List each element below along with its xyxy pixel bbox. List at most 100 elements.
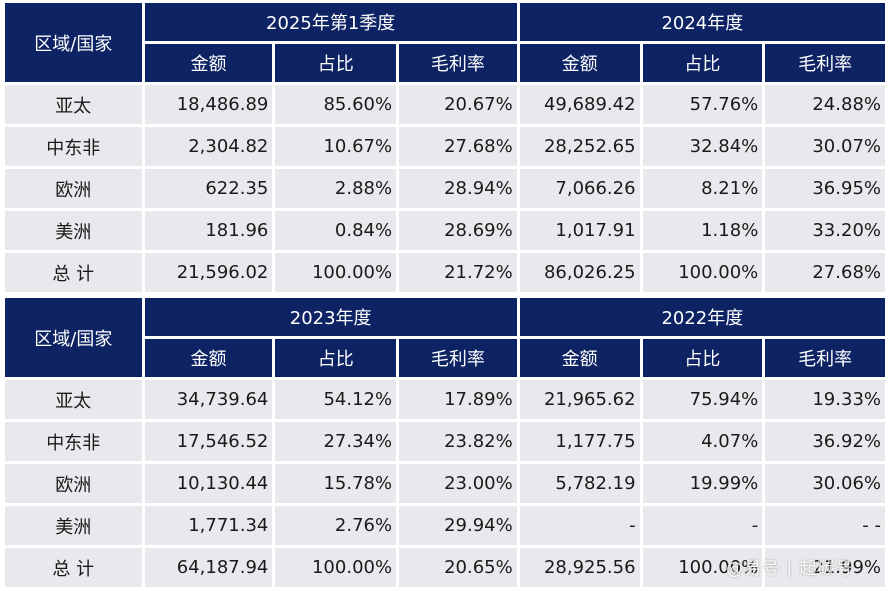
- amount-cell: 21,596.02: [144, 253, 273, 292]
- column-header: 毛利率: [765, 44, 885, 82]
- column-header: 占比: [275, 44, 397, 82]
- share-cell: 1.18%: [642, 211, 763, 250]
- amount-cell: 1,017.91: [519, 211, 640, 250]
- share-cell: 32.84%: [642, 127, 763, 166]
- margin-cell: 27.68%: [399, 127, 517, 166]
- share-cell: 19.99%: [642, 464, 763, 503]
- column-header: 毛利率: [399, 44, 517, 82]
- share-cell: 100.00%: [642, 548, 763, 587]
- amount-cell: 10,130.44: [144, 464, 273, 503]
- region-cell: 中东非: [5, 422, 142, 461]
- amount-cell: 49,689.42: [519, 85, 640, 124]
- region-header: 区域/国家: [5, 298, 142, 377]
- margin-cell: - -: [765, 506, 885, 545]
- amount-cell: 21,965.62: [519, 380, 640, 419]
- column-header: 金额: [519, 44, 640, 82]
- column-header: 金额: [519, 339, 640, 377]
- margin-cell: 30.06%: [765, 464, 885, 503]
- amount-cell: 1,771.34: [144, 506, 273, 545]
- share-cell: 27.34%: [275, 422, 397, 461]
- share-cell: 8.21%: [642, 169, 763, 208]
- share-cell: 100.00%: [275, 253, 397, 292]
- column-header: 占比: [275, 339, 397, 377]
- region-cell: 美洲: [5, 506, 142, 545]
- amount-cell: 17,546.52: [144, 422, 273, 461]
- column-header: 金额: [144, 339, 273, 377]
- region-cell: 美洲: [5, 211, 142, 250]
- table-row: 亚太 34,739.64 54.12% 17.89% 21,965.62 75.…: [5, 380, 885, 419]
- period-header: 2024年度: [519, 3, 885, 41]
- column-header: 毛利率: [765, 339, 885, 377]
- margin-cell: 23.82%: [399, 422, 517, 461]
- period-header: 2023年度: [144, 298, 517, 336]
- share-cell: 0.84%: [275, 211, 397, 250]
- margin-cell: 36.95%: [765, 169, 885, 208]
- amount-cell: 1,177.75: [519, 422, 640, 461]
- margin-cell: 24.88%: [765, 85, 885, 124]
- margin-cell: 36.92%: [765, 422, 885, 461]
- watermark: @易号 | 起碳号: [726, 559, 854, 579]
- share-cell: 4.07%: [642, 422, 763, 461]
- margin-cell: 17.89%: [399, 380, 517, 419]
- column-header: 占比: [642, 44, 763, 82]
- region-cell: 欧洲: [5, 169, 142, 208]
- region-cell: 总 计: [5, 548, 142, 587]
- share-cell: 2.76%: [275, 506, 397, 545]
- share-cell: 75.94%: [642, 380, 763, 419]
- table-row: 美洲 181.96 0.84% 28.69% 1,017.91 1.18% 33…: [5, 211, 885, 250]
- margin-cell: 30.07%: [765, 127, 885, 166]
- share-cell: 100.00%: [642, 253, 763, 292]
- amount-cell: 28,252.65: [519, 127, 640, 166]
- table-row: 中东非 17,546.52 27.34% 23.82% 1,177.75 4.0…: [5, 422, 885, 461]
- table-row: 欧洲 10,130.44 15.78% 23.00% 5,782.19 19.9…: [5, 464, 885, 503]
- region-cell: 中东非: [5, 127, 142, 166]
- amount-cell: 34,739.64: [144, 380, 273, 419]
- period-header: 2022年度: [519, 298, 885, 336]
- table-row: 中东非 2,304.82 10.67% 27.68% 28,252.65 32.…: [5, 127, 885, 166]
- share-cell: -: [642, 506, 763, 545]
- amount-cell: 64,187.94: [144, 548, 273, 587]
- amount-cell: 18,486.89: [144, 85, 273, 124]
- column-header: 金额: [144, 44, 273, 82]
- amount-cell: 2,304.82: [144, 127, 273, 166]
- margin-cell: 33.20%: [765, 211, 885, 250]
- regional-table-2023-2022: 区域/国家 2023年度 2022年度 金额 占比 毛利率 金额 占比 毛利率 …: [2, 295, 888, 590]
- period-header: 2025年第1季度: [144, 3, 517, 41]
- amount-cell: 7,066.26: [519, 169, 640, 208]
- margin-cell: 28.69%: [399, 211, 517, 250]
- table-row: 美洲 1,771.34 2.76% 29.94% - - - -: [5, 506, 885, 545]
- table-row: 欧洲 622.35 2.88% 28.94% 7,066.26 8.21% 36…: [5, 169, 885, 208]
- share-cell: 2.88%: [275, 169, 397, 208]
- total-row: 总 计 21,596.02 100.00% 21.72% 86,026.25 1…: [5, 253, 885, 292]
- column-header: 毛利率: [399, 339, 517, 377]
- region-cell: 亚太: [5, 85, 142, 124]
- margin-cell: 23.00%: [399, 464, 517, 503]
- margin-cell: 29.94%: [399, 506, 517, 545]
- margin-cell: 21.72%: [399, 253, 517, 292]
- amount-cell: 5,782.19: [519, 464, 640, 503]
- share-cell: 54.12%: [275, 380, 397, 419]
- amount-cell: 28,925.56: [519, 548, 640, 587]
- margin-cell: 21.99%: [765, 548, 885, 587]
- amount-cell: 86,026.25: [519, 253, 640, 292]
- amount-cell: 622.35: [144, 169, 273, 208]
- share-cell: 15.78%: [275, 464, 397, 503]
- share-cell: 57.76%: [642, 85, 763, 124]
- share-cell: 100.00%: [275, 548, 397, 587]
- margin-cell: 20.67%: [399, 85, 517, 124]
- region-cell: 亚太: [5, 380, 142, 419]
- margin-cell: 19.33%: [765, 380, 885, 419]
- region-cell: 欧洲: [5, 464, 142, 503]
- share-cell: 10.67%: [275, 127, 397, 166]
- margin-cell: 27.68%: [765, 253, 885, 292]
- column-header: 占比: [642, 339, 763, 377]
- total-row: 总 计 64,187.94 100.00% 20.65% 28,925.56 1…: [5, 548, 885, 587]
- amount-cell: 181.96: [144, 211, 273, 250]
- region-header: 区域/国家: [5, 3, 142, 82]
- margin-cell: 20.65%: [399, 548, 517, 587]
- regional-table-2025-2024: 区域/国家 2025年第1季度 2024年度 金额 占比 毛利率 金额 占比 毛…: [2, 0, 888, 295]
- amount-cell: -: [519, 506, 640, 545]
- table-row: 亚太 18,486.89 85.60% 20.67% 49,689.42 57.…: [5, 85, 885, 124]
- share-cell: 85.60%: [275, 85, 397, 124]
- margin-cell: 28.94%: [399, 169, 517, 208]
